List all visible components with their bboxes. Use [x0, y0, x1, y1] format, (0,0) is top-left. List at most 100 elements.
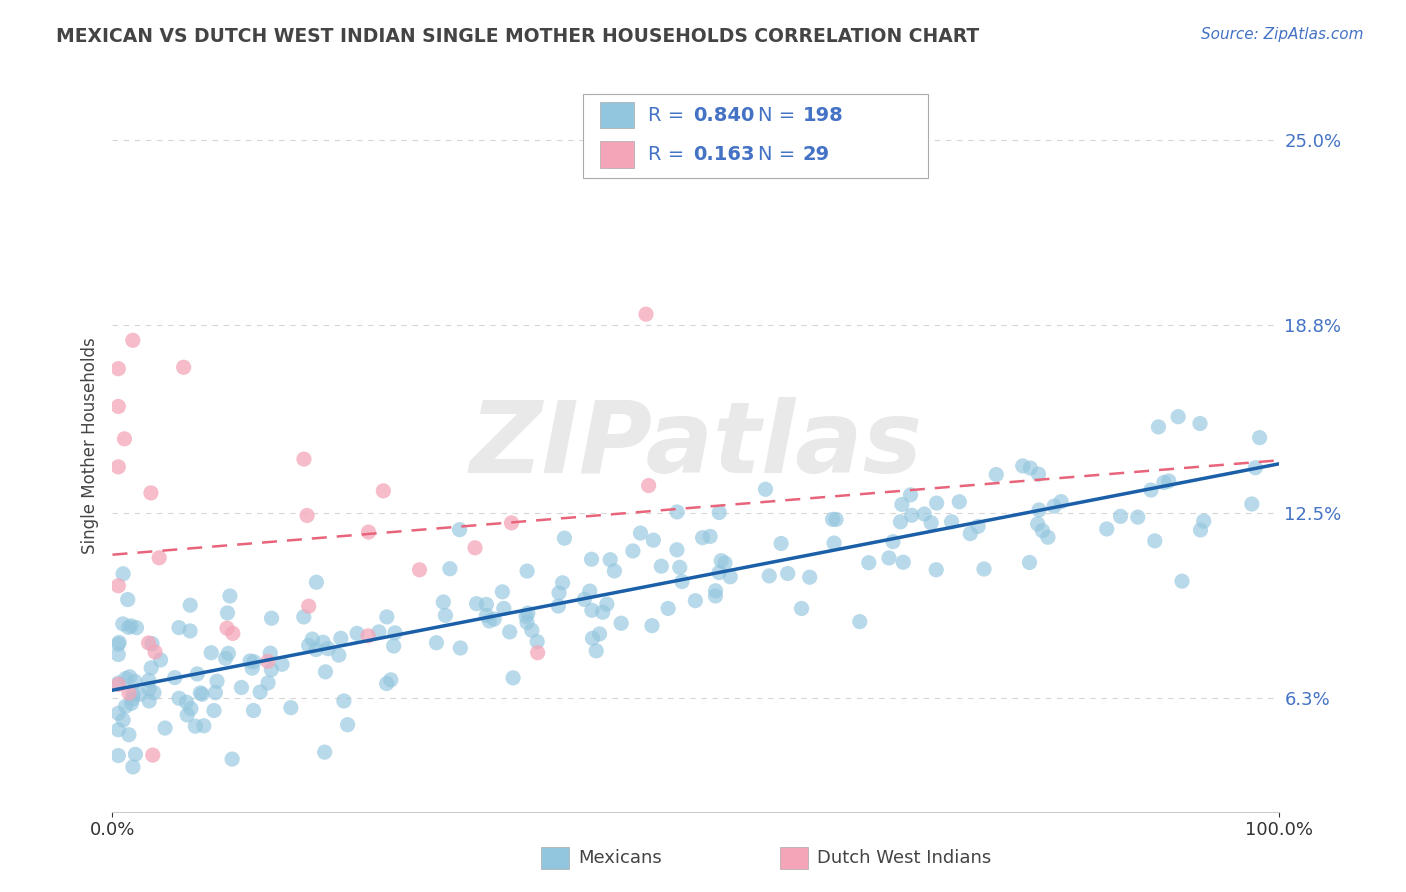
Point [502, 671, 524, 685]
Point [1018, 556, 1040, 570]
Point [1026, 516, 1049, 531]
Point [200, 646, 222, 660]
Point [120, 697, 142, 711]
Point [179, 598, 201, 612]
Point [891, 555, 914, 569]
Point [630, 526, 652, 541]
Point [329, 632, 352, 646]
Point [643, 533, 665, 548]
Point [889, 515, 911, 529]
Point [122, 760, 145, 774]
Point [666, 505, 689, 519]
Point [482, 612, 505, 626]
Point [184, 719, 207, 733]
Point [107, 459, 129, 474]
Point [312, 635, 335, 649]
Point [231, 681, 253, 695]
Point [516, 606, 538, 620]
Point [298, 639, 321, 653]
Point [375, 610, 398, 624]
Text: 0.840: 0.840 [693, 105, 755, 125]
Point [107, 648, 129, 662]
Point [890, 497, 912, 511]
Text: 0.163: 0.163 [693, 145, 755, 164]
Point [1188, 417, 1211, 431]
Point [1249, 431, 1271, 445]
Text: Source: ZipAtlas.com: Source: ZipAtlas.com [1201, 27, 1364, 42]
Point [925, 496, 948, 510]
Point [1043, 499, 1066, 513]
Point [464, 541, 486, 555]
Point [367, 624, 389, 639]
Point [124, 747, 146, 762]
Point [138, 694, 160, 708]
Point [124, 674, 146, 689]
Point [858, 556, 880, 570]
Point [758, 569, 780, 583]
Point [380, 673, 402, 687]
Point [112, 713, 135, 727]
Point [1019, 461, 1042, 475]
Point [823, 536, 845, 550]
Point [314, 665, 336, 679]
Point [188, 686, 211, 700]
Point [141, 661, 163, 675]
Point [498, 624, 520, 639]
Point [581, 552, 603, 566]
Point [668, 560, 690, 574]
Point [328, 648, 350, 662]
Point [634, 307, 657, 321]
Point [148, 550, 170, 565]
Point [333, 694, 356, 708]
Point [770, 536, 793, 550]
Point [516, 615, 538, 630]
Point [621, 544, 644, 558]
Point [125, 621, 148, 635]
Point [240, 661, 263, 675]
Point [219, 589, 242, 603]
Point [948, 495, 970, 509]
Point [217, 646, 239, 660]
Point [107, 706, 129, 721]
Text: N =: N = [758, 145, 801, 164]
Point [790, 601, 813, 615]
Point [1240, 497, 1263, 511]
Point [214, 651, 236, 665]
Point [1095, 522, 1118, 536]
Point [111, 616, 134, 631]
Text: N =: N = [758, 105, 801, 125]
Point [449, 523, 471, 537]
Point [665, 542, 688, 557]
Point [478, 614, 501, 628]
Point [138, 636, 160, 650]
Point [217, 606, 239, 620]
Point [709, 506, 731, 520]
Point [941, 515, 963, 529]
Point [520, 624, 543, 638]
Point [292, 452, 315, 467]
Point [305, 575, 328, 590]
Point [526, 634, 548, 648]
Point [704, 589, 727, 603]
Point [501, 516, 523, 530]
Point [1140, 483, 1163, 497]
Text: 29: 29 [803, 145, 830, 164]
Point [912, 507, 935, 521]
Point [114, 432, 136, 446]
Point [186, 667, 208, 681]
Point [118, 728, 141, 742]
Point [548, 586, 571, 600]
Point [256, 654, 278, 668]
Point [704, 583, 727, 598]
Point [242, 704, 264, 718]
Point [718, 570, 741, 584]
Point [249, 685, 271, 699]
Point [107, 637, 129, 651]
Point [221, 752, 243, 766]
Text: 198: 198 [803, 105, 844, 125]
Point [692, 531, 714, 545]
Point [973, 562, 995, 576]
Point [1031, 524, 1053, 538]
Point [107, 676, 129, 690]
Point [202, 704, 225, 718]
